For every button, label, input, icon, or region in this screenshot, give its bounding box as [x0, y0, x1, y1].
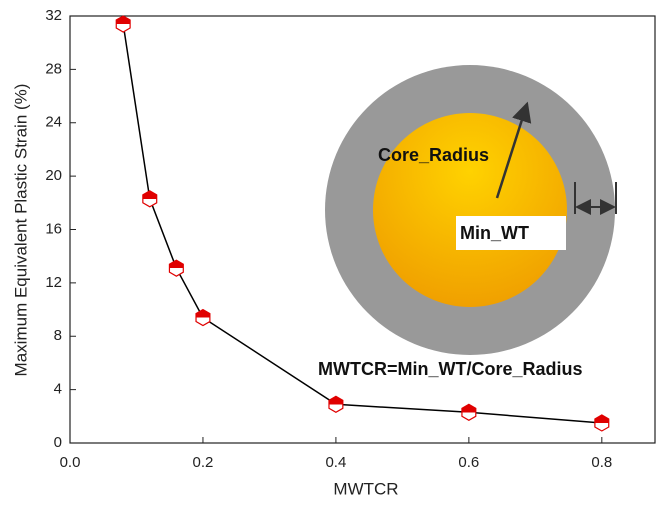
y-tick-label: 16	[45, 220, 62, 237]
chart: Core_Radius Min_WT MWTCR=Min_WT/Core_Rad…	[0, 0, 666, 507]
x-tick-label: 0.2	[193, 454, 214, 471]
data-marker	[595, 415, 609, 431]
y-tick-label: 4	[54, 381, 62, 398]
x-tick-label: 0.0	[60, 454, 81, 471]
annotation: Core_Radius	[378, 145, 489, 165]
data-marker	[143, 191, 157, 207]
annotation: MWTCR=Min_WT/Core_Radius	[318, 359, 583, 379]
y-tick-label: 32	[45, 7, 62, 24]
y-axis-label: Maximum Equivalent Plastic Strain (%)	[11, 84, 30, 377]
annotation: Min_WT	[460, 223, 529, 243]
y-tick-label: 8	[54, 327, 62, 344]
y-tick-label: 28	[45, 60, 62, 77]
data-marker	[116, 16, 130, 32]
x-tick-label: 0.8	[591, 454, 612, 471]
page: {"chart_data": {"type": "line", "x_label…	[0, 0, 666, 507]
schematic: Core_Radius Min_WT MWTCR=Min_WT/Core_Rad…	[318, 65, 616, 379]
y-tick-label: 20	[45, 167, 62, 184]
core-circle	[373, 113, 567, 307]
x-axis-label: MWTCR	[333, 479, 398, 498]
y-tick-label: 24	[45, 114, 62, 131]
data-marker	[329, 396, 343, 412]
y-tick-label: 0	[54, 434, 62, 451]
y-tick-label: 12	[45, 274, 62, 291]
x-tick-label: 0.6	[458, 454, 479, 471]
data-marker	[196, 310, 210, 326]
x-tick-label: 0.4	[325, 454, 346, 471]
data-marker	[169, 260, 183, 276]
data-marker	[462, 404, 476, 420]
